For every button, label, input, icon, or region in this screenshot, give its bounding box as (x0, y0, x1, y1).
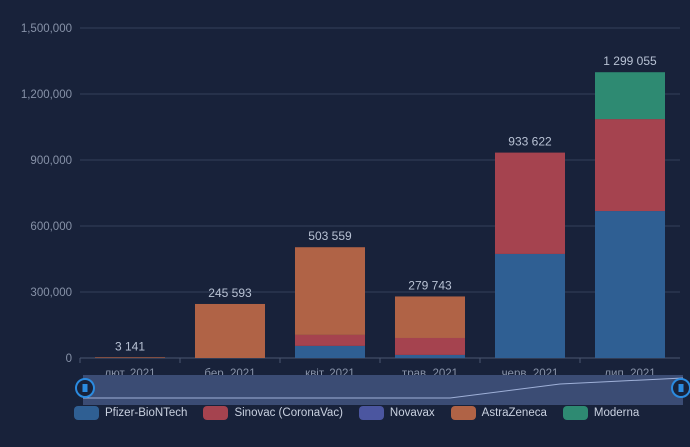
legend-label: Novavax (389, 407, 435, 419)
bar-segment[interactable] (495, 253, 565, 358)
y-tick-label: 0 (66, 353, 72, 365)
y-tick-label: 900,000 (30, 155, 72, 167)
legend-swatch (74, 406, 99, 420)
data-label: 279 743 (408, 278, 452, 292)
navigator[interactable] (83, 375, 683, 405)
bar-segment[interactable] (295, 247, 365, 335)
bar-segment[interactable] (395, 337, 465, 355)
handle-grip (82, 384, 88, 392)
legend-swatch (203, 406, 229, 420)
navigator-series (83, 377, 684, 399)
legend-swatch (450, 406, 476, 420)
handle-grip (678, 384, 684, 392)
legend-item[interactable]: Sinovac (CoronaVac) (203, 406, 343, 420)
y-tick-label: 600,000 (30, 221, 72, 233)
bar-segment[interactable] (95, 357, 165, 358)
bar-segment[interactable] (595, 211, 665, 358)
bar-segment[interactable] (395, 296, 465, 338)
bar-segment[interactable] (195, 303, 265, 358)
legend-item[interactable]: AstraZeneca (450, 406, 547, 420)
bar-segment[interactable] (495, 152, 565, 254)
legend-item[interactable]: Moderna (562, 406, 640, 420)
data-label: 503 559 (308, 229, 352, 243)
legend-label: Moderna (593, 407, 640, 419)
data-label: 3 141 (115, 339, 145, 353)
legend-swatch (562, 406, 588, 420)
data-label: 245 593 (208, 286, 252, 300)
legend-swatch (358, 406, 384, 420)
legend-label: Sinovac (CoronaVac) (234, 407, 343, 419)
bar-segment[interactable] (595, 119, 665, 212)
y-tick-label: 1,200,000 (21, 89, 72, 101)
bar-segment[interactable] (295, 345, 365, 358)
data-label: 1 299 055 (603, 54, 657, 68)
bar-segment[interactable] (395, 354, 465, 358)
bar-segment[interactable] (295, 334, 365, 346)
bar-segment[interactable] (595, 72, 665, 120)
legend-item[interactable]: Novavax (358, 406, 435, 420)
y-tick-label: 1,500,000 (21, 23, 72, 35)
legend-label: Pfizer-BioNTech (105, 407, 188, 419)
legend-label: AstraZeneca (481, 407, 547, 419)
legend: Pfizer-BioNTech Sinovac (CoronaVac) Novava… (74, 406, 639, 420)
legend-item[interactable]: Pfizer-BioNTech (74, 406, 187, 420)
data-label: 933 622 (508, 135, 552, 149)
y-tick-label: 300,000 (30, 287, 72, 299)
